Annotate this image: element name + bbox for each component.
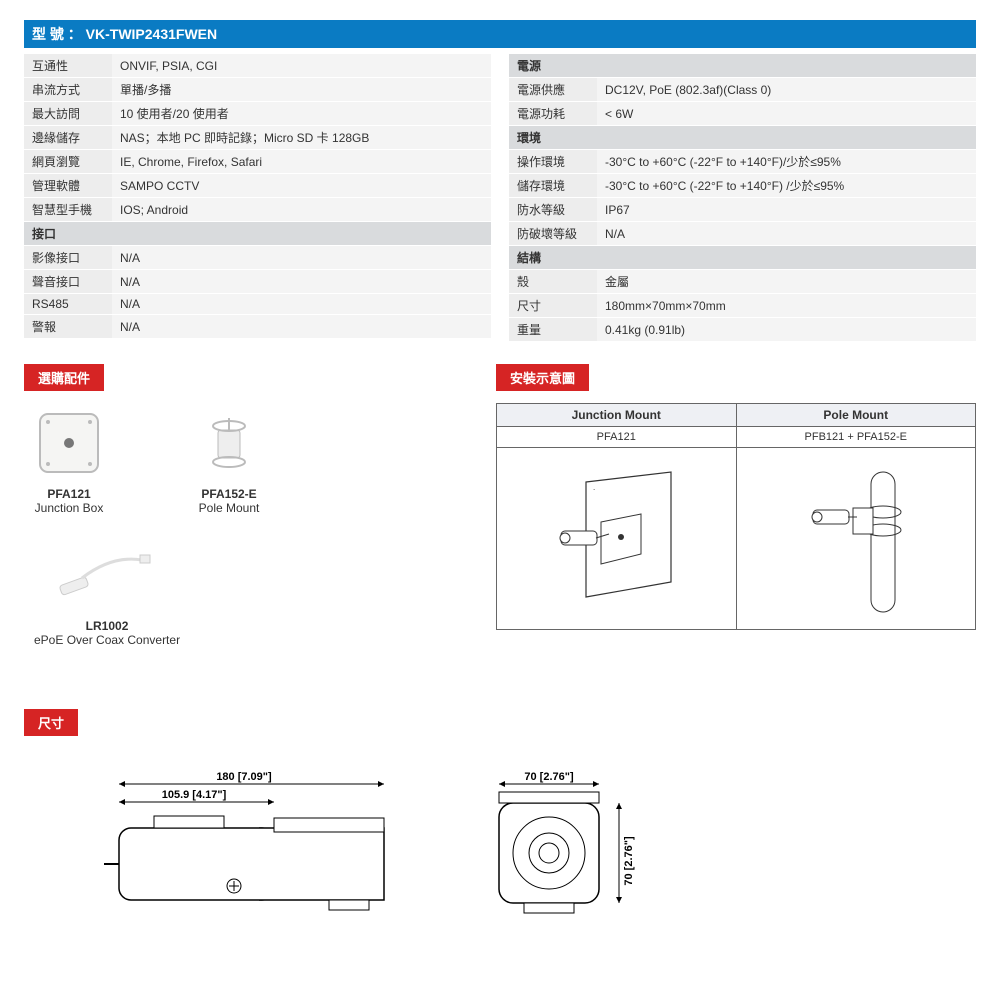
accessory-item: PFA152-E Pole Mount [194,403,264,515]
row-label: 邊緣儲存 [24,126,112,150]
spec-right-column: 電源 電源供應DC12V, PoE (802.3af)(Class 0) 電源功… [509,54,976,342]
row-label: RS485 [24,294,112,315]
row-label: 聲音接口 [24,270,112,294]
mount-col-header: Junction Mount [497,404,737,427]
mount-sub-header: PFA121 [497,427,737,448]
row-value: 金屬 [597,270,976,294]
spec-sheet: 型 號 ： VK-TWIP2431FWEN 互通性ONVIF, PSIA, CG… [0,0,1000,1000]
dim-width: 70 [2.76"] [524,771,574,783]
row-value: IOS; Android [112,198,491,222]
row-value: IE, Chrome, Firefox, Safari [112,150,491,174]
row-label: 防水等級 [509,198,597,222]
row-value: ONVIF, PSIA, CGI [112,54,491,78]
epoe-converter-icon [34,535,180,615]
row-label: 電源功耗 [509,102,597,126]
dim-length2: 105.9 [4.17"] [162,789,227,801]
row-label: 警報 [24,315,112,339]
section-header: 結構 [509,246,976,270]
row-label: 串流方式 [24,78,112,102]
spec-table-left: 互通性ONVIF, PSIA, CGI 串流方式單播/多播 最大訪問10 使用者… [24,54,491,339]
spec-table-right: 電源 電源供應DC12V, PoE (802.3af)(Class 0) 電源功… [509,54,976,342]
accessory-code: LR1002 [34,619,180,633]
row-value: -30°C to +60°C (-22°F to +140°F)/少於≤95% [597,150,976,174]
front-view-diagram: 70 [2.76"] 70 [2.76"] [454,766,654,936]
section-header: 電源 [509,54,976,78]
dimensions-heading: 尺寸 [24,709,78,736]
install-heading: 安裝示意圖 [496,364,589,391]
row-value: 0.41kg (0.91lb) [597,318,976,342]
row-value: N/A [597,222,976,246]
row-label: 尺寸 [509,294,597,318]
row-label: 重量 [509,318,597,342]
accessory-desc: Junction Box [34,501,104,515]
dimensions-section: 尺寸 180 [7.09"] 105.9 [4.17"] [24,687,976,936]
side-view-diagram: 180 [7.09"] 105.9 [4.17"] [84,766,414,936]
accessory-item: LR1002 ePoE Over Coax Converter [34,535,180,647]
row-label: 儲存環境 [509,174,597,198]
junction-box-icon [34,403,104,483]
pole-mount-diagram [736,448,976,630]
row-label: 最大訪問 [24,102,112,126]
row-value: DC12V, PoE (802.3af)(Class 0) [597,78,976,102]
svg-text:.: . [593,483,595,492]
row-value: N/A [112,270,491,294]
section-header: 接口 [24,222,491,246]
row-value: 10 使用者/20 使用者 [112,102,491,126]
accessory-item: PFA121 Junction Box [34,403,104,515]
accessory-desc: Pole Mount [194,501,264,515]
row-label: 操作環境 [509,150,597,174]
accessories-row: PFA121 Junction Box PFA152-E Pole Mount [34,403,456,515]
accessory-code: PFA121 [34,487,104,501]
section-header: 環境 [509,126,976,150]
accessories-heading: 選購配件 [24,364,104,391]
mount-table: Junction Mount Pole Mount PFA121 PFB121 … [496,403,976,630]
row-value: NAS；本地 PC 即時記錄；Micro SD 卡 128GB [112,126,491,150]
row-value: 單播/多播 [112,78,491,102]
row-value: N/A [112,246,491,270]
row-label: 智慧型手機 [24,198,112,222]
row-value: SAMPO CCTV [112,174,491,198]
row-label: 管理軟體 [24,174,112,198]
row-label: 電源供應 [509,78,597,102]
row-label: 網頁瀏覽 [24,150,112,174]
row-value: < 6W [597,102,976,126]
row-value: N/A [112,294,491,315]
accessory-desc: ePoE Over Coax Converter [34,633,180,647]
junction-mount-diagram: . [497,448,737,630]
dim-height: 70 [2.76"] [623,836,635,886]
row-label: 殼 [509,270,597,294]
mount-col-header: Pole Mount [736,404,976,427]
pole-mount-icon [194,403,264,483]
spec-left-column: 互通性ONVIF, PSIA, CGI 串流方式單播/多播 最大訪問10 使用者… [24,54,491,342]
row-label: 影像接口 [24,246,112,270]
model-bar: 型 號 ： VK-TWIP2431FWEN [24,20,976,48]
row-value: IP67 [597,198,976,222]
dim-length: 180 [7.09"] [216,771,272,783]
row-value: N/A [112,315,491,339]
accessory-code: PFA152-E [194,487,264,501]
row-value: 180mm×70mm×70mm [597,294,976,318]
mount-sub-header: PFB121 + PFA152-E [736,427,976,448]
spec-tables: 互通性ONVIF, PSIA, CGI 串流方式單播/多播 最大訪問10 使用者… [24,54,976,342]
row-label: 防破壞等級 [509,222,597,246]
accessories-row-2: LR1002 ePoE Over Coax Converter [34,535,456,647]
row-value: -30°C to +60°C (-22°F to +140°F) /少於≤95% [597,174,976,198]
row-label: 互通性 [24,54,112,78]
